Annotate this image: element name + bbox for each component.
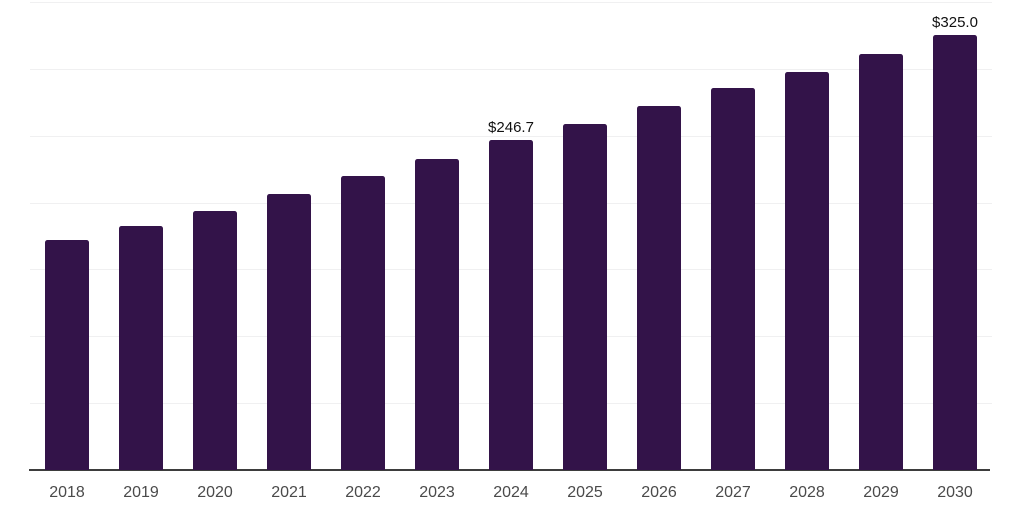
x-tick-label-2028: 2028: [789, 484, 825, 501]
bar-2027: [711, 88, 755, 470]
x-tick-label-2023: 2023: [419, 484, 455, 501]
x-tick-label-2026: 2026: [641, 484, 677, 501]
bar-2025: [563, 124, 607, 470]
bar-2023: [415, 159, 459, 470]
bar-2030: [933, 35, 977, 470]
bar-2026: [637, 106, 681, 470]
bar-2024: [489, 140, 533, 470]
bar-2020: [193, 210, 237, 470]
gridline: [30, 68, 992, 70]
gridline: [30, 2, 992, 3]
bar-value-label-2030: $325.0: [932, 14, 978, 32]
x-tick-label-2018: 2018: [49, 484, 85, 501]
bar-2019: [119, 226, 163, 470]
bar-2022: [341, 176, 385, 470]
x-tick-label-2022: 2022: [345, 484, 381, 501]
x-tick-label-2029: 2029: [863, 484, 899, 501]
x-tick-label-2027: 2027: [715, 484, 751, 501]
bar-2018: [45, 240, 89, 470]
bar-2029: [859, 54, 903, 470]
x-tick-label-2030: 2030: [937, 484, 973, 501]
x-tick-label-2020: 2020: [197, 484, 233, 501]
gridline: [30, 135, 992, 137]
bar-value-label-2024: $246.7: [488, 119, 534, 137]
bar-2021: [267, 193, 311, 470]
x-tick-label-2025: 2025: [567, 484, 603, 501]
x-tick-label-2021: 2021: [271, 484, 307, 501]
x-tick-label-2024: 2024: [493, 484, 529, 501]
x-tick-label-2019: 2019: [123, 484, 159, 501]
x-axis-line: [29, 469, 990, 471]
bar-2028: [785, 71, 829, 470]
